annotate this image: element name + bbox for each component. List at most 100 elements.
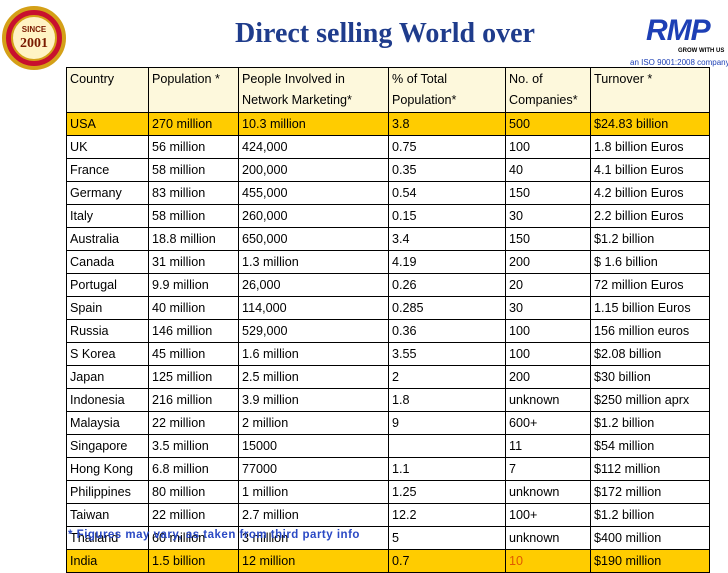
table-cell: 77000 xyxy=(238,457,389,481)
table-cell: Philippines xyxy=(66,480,149,504)
table-cell: 0.35 xyxy=(388,158,506,182)
table-row: Russia 146 million 529,000 0.36 100 156 milli… xyxy=(66,319,710,343)
table-cell: 0.75 xyxy=(388,135,506,159)
logo-certification: an ISO 9001:2008 company xyxy=(630,58,728,67)
table-cell: 0.285 xyxy=(388,296,506,320)
table-row: Malaysia 22 million 2 million 9 600+ $1.2 bil… xyxy=(66,411,710,435)
table-cell: 2.5 million xyxy=(238,365,389,389)
table-cell: 1.8 xyxy=(388,388,506,412)
column-header: Country xyxy=(66,67,149,113)
table-cell: unknown xyxy=(505,388,591,412)
table-row: Canada 31 million 1.3 million 4.19 200 $ 1.6 … xyxy=(66,250,710,274)
table-row: UK 56 million 424,000 0.75 100 1.8 billion Eu… xyxy=(66,135,710,159)
table-cell: 7 xyxy=(505,457,591,481)
table-cell: 2 xyxy=(388,365,506,389)
column-header: People Involved in Network Marketing* xyxy=(238,67,389,113)
slide-title: Direct selling World over xyxy=(235,18,535,49)
badge-year: 2001 xyxy=(20,36,48,51)
table-cell: Indonesia xyxy=(66,388,149,412)
table-cell: 30 xyxy=(505,204,591,228)
table-cell: 11 xyxy=(505,434,591,458)
table-row: Indonesia 216 million 3.9 million 1.8 unknow… xyxy=(66,388,710,412)
table-cell: 3.9 million xyxy=(238,388,389,412)
table-cell: unknown xyxy=(505,526,591,550)
table-cell: 0.7 xyxy=(388,549,506,573)
table-cell xyxy=(388,434,506,458)
column-header: No. of Companies* xyxy=(505,67,591,113)
table-cell: 156 million euros xyxy=(590,319,710,343)
table-cell: $250 million aprx xyxy=(590,388,710,412)
table-cell: 4.19 xyxy=(388,250,506,274)
rmp-logo: RMP GROW WITH US an ISO 9001:2008 compan… xyxy=(620,14,728,74)
table-cell: $30 billion xyxy=(590,365,710,389)
table-cell: France xyxy=(66,158,149,182)
table-cell: $1.2 billion xyxy=(590,503,710,527)
slide: {"header":{"title":"Direct selling World… xyxy=(2,6,728,573)
table-row: India 1.5 billion 12 million 0.7 10 $190 mill… xyxy=(66,549,710,573)
table-cell: 58 million xyxy=(148,204,239,228)
table-cell: 500 xyxy=(505,112,591,136)
column-header: Population * xyxy=(148,67,239,113)
table-cell: $54 million xyxy=(590,434,710,458)
table-cell: 2 million xyxy=(238,411,389,435)
table-cell: 146 million xyxy=(148,319,239,343)
table-cell: Russia xyxy=(66,319,149,343)
table-cell: India xyxy=(66,549,149,573)
table-row: France 58 million 200,000 0.35 40 4.1 billion… xyxy=(66,158,710,182)
table-cell: 10.3 million xyxy=(238,112,389,136)
table-cell: 12 million xyxy=(238,549,389,573)
logo-tagline: GROW WITH US xyxy=(678,48,725,54)
table-cell: 58 million xyxy=(148,158,239,182)
table-row: Germany 83 million 455,000 0.54 150 4.2 billi… xyxy=(66,181,710,205)
table-row: Spain 40 million 114,000 0.285 30 1.15 billio… xyxy=(66,296,710,320)
table-cell: 3.5 million xyxy=(148,434,239,458)
table-cell: Spain xyxy=(66,296,149,320)
table-cell: 1.5 billion xyxy=(148,549,239,573)
footnote: * Figures may vary, as taken from third … xyxy=(68,529,360,541)
since-badge: SINCE 2001 xyxy=(2,6,66,70)
table-cell: 1 million xyxy=(238,480,389,504)
table-cell: 18.8 million xyxy=(148,227,239,251)
table-cell: 9 xyxy=(388,411,506,435)
table-cell: $1.2 billion xyxy=(590,411,710,435)
table-cell: 1.3 million xyxy=(238,250,389,274)
table-cell: Malaysia xyxy=(66,411,149,435)
table-cell: $24.83 billion xyxy=(590,112,710,136)
table-cell: 114,000 xyxy=(238,296,389,320)
table-cell: 455,000 xyxy=(238,181,389,205)
table-cell: 0.26 xyxy=(388,273,506,297)
table-row: S Korea 45 million 1.6 million 3.55 100 $2.08… xyxy=(66,342,710,366)
table-cell: 1.8 billion Euros xyxy=(590,135,710,159)
table-cell: 83 million xyxy=(148,181,239,205)
table-cell: 150 xyxy=(505,181,591,205)
table-cell: 125 million xyxy=(148,365,239,389)
table-cell: 26,000 xyxy=(238,273,389,297)
table-cell: 0.54 xyxy=(388,181,506,205)
table-cell: 2.2 billion Euros xyxy=(590,204,710,228)
table-cell: 650,000 xyxy=(238,227,389,251)
table-cell: Japan xyxy=(66,365,149,389)
table-row: Philippines 80 million 1 million 1.25 unknow… xyxy=(66,480,710,504)
table-cell: 12.2 xyxy=(388,503,506,527)
table-cell: 3.8 xyxy=(388,112,506,136)
table-cell: 4.2 billion Euros xyxy=(590,181,710,205)
table-cell: 56 million xyxy=(148,135,239,159)
table-cell: 40 xyxy=(505,158,591,182)
table-cell: 1.15 billion Euros xyxy=(590,296,710,320)
table-cell: 270 million xyxy=(148,112,239,136)
table-cell: 0.15 xyxy=(388,204,506,228)
table-cell: 100 xyxy=(505,342,591,366)
table-row: Taiwan 22 million 2.7 million 12.2 100+ $1.2 … xyxy=(66,503,710,527)
table-row: Portugal 9.9 million 26,000 0.26 20 72 millio… xyxy=(66,273,710,297)
table-cell: 72 million Euros xyxy=(590,273,710,297)
table-cell: UK xyxy=(66,135,149,159)
table-cell: 20 xyxy=(505,273,591,297)
column-header: Turnover * xyxy=(590,67,710,113)
table-cell: 600+ xyxy=(505,411,591,435)
table-cell: 150 xyxy=(505,227,591,251)
table-cell: 3.55 xyxy=(388,342,506,366)
table-cell: 200 xyxy=(505,250,591,274)
table-cell: $2.08 billion xyxy=(590,342,710,366)
table-cell: 0.36 xyxy=(388,319,506,343)
table-cell: Hong Kong xyxy=(66,457,149,481)
